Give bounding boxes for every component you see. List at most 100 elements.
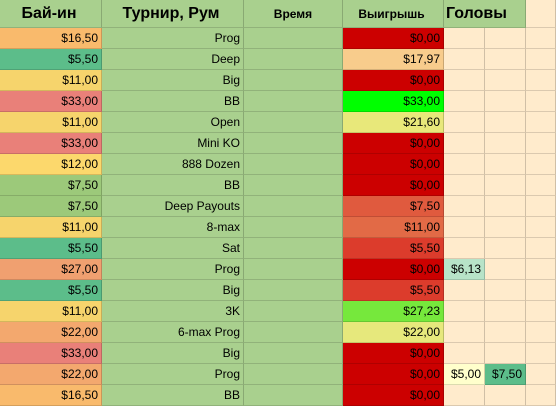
time-cell[interactable] bbox=[244, 154, 343, 175]
heads-cell-3[interactable] bbox=[526, 385, 556, 406]
heads-cell-2[interactable] bbox=[485, 70, 526, 91]
tournament-cell[interactable]: Big bbox=[102, 70, 244, 91]
time-cell[interactable] bbox=[244, 133, 343, 154]
heads-cell-2[interactable] bbox=[485, 280, 526, 301]
heads-cell-2[interactable]: $7,50 bbox=[485, 364, 526, 385]
tournament-cell[interactable]: BB bbox=[102, 175, 244, 196]
time-cell[interactable] bbox=[244, 112, 343, 133]
tournament-cell[interactable]: 888 Dozen bbox=[102, 154, 244, 175]
winnings-cell[interactable]: $0,00 bbox=[343, 175, 444, 196]
winnings-cell[interactable]: $0,00 bbox=[343, 364, 444, 385]
heads-cell-1[interactable] bbox=[444, 280, 485, 301]
time-cell[interactable] bbox=[244, 49, 343, 70]
heads-cell-2[interactable] bbox=[485, 154, 526, 175]
heads-cell-1[interactable] bbox=[444, 112, 485, 133]
header-winnings[interactable]: Выигрышь bbox=[343, 0, 444, 28]
time-cell[interactable] bbox=[244, 217, 343, 238]
heads-cell-1[interactable] bbox=[444, 49, 485, 70]
heads-cell-3[interactable] bbox=[526, 217, 556, 238]
time-cell[interactable] bbox=[244, 322, 343, 343]
tournament-cell[interactable]: Prog bbox=[102, 259, 244, 280]
heads-cell-3[interactable] bbox=[526, 280, 556, 301]
header-time[interactable]: Время bbox=[244, 0, 343, 28]
winnings-cell[interactable]: $11,00 bbox=[343, 217, 444, 238]
buyin-cell[interactable]: $16,50 bbox=[0, 28, 102, 49]
heads-cell-3[interactable] bbox=[526, 196, 556, 217]
time-cell[interactable] bbox=[244, 28, 343, 49]
heads-cell-2[interactable] bbox=[485, 385, 526, 406]
winnings-cell[interactable]: $0,00 bbox=[343, 259, 444, 280]
heads-cell-1[interactable] bbox=[444, 238, 485, 259]
buyin-cell[interactable]: $5,50 bbox=[0, 49, 102, 70]
heads-cell-2[interactable] bbox=[485, 217, 526, 238]
winnings-cell[interactable]: $17,97 bbox=[343, 49, 444, 70]
heads-cell-1[interactable] bbox=[444, 133, 485, 154]
heads-cell-2[interactable] bbox=[485, 259, 526, 280]
heads-cell-1[interactable]: $6,13 bbox=[444, 259, 485, 280]
tournament-cell[interactable]: Big bbox=[102, 343, 244, 364]
heads-cell-3[interactable] bbox=[526, 364, 556, 385]
buyin-cell[interactable]: $11,00 bbox=[0, 70, 102, 91]
tournament-cell[interactable]: Deep bbox=[102, 49, 244, 70]
winnings-cell[interactable]: $0,00 bbox=[343, 70, 444, 91]
time-cell[interactable] bbox=[244, 91, 343, 112]
heads-cell-1[interactable] bbox=[444, 70, 485, 91]
buyin-cell[interactable]: $33,00 bbox=[0, 133, 102, 154]
heads-cell-2[interactable] bbox=[485, 133, 526, 154]
heads-cell-3[interactable] bbox=[526, 301, 556, 322]
time-cell[interactable] bbox=[244, 364, 343, 385]
heads-cell-2[interactable] bbox=[485, 343, 526, 364]
heads-cell-1[interactable] bbox=[444, 91, 485, 112]
winnings-cell[interactable]: $0,00 bbox=[343, 343, 444, 364]
heads-cell-3[interactable] bbox=[526, 28, 556, 49]
tournament-cell[interactable]: Mini KO bbox=[102, 133, 244, 154]
header-tournament[interactable]: Турнир, Рум bbox=[102, 0, 244, 28]
winnings-cell[interactable]: $22,00 bbox=[343, 322, 444, 343]
tournament-cell[interactable]: 8-max bbox=[102, 217, 244, 238]
heads-cell-3[interactable] bbox=[526, 238, 556, 259]
heads-cell-3[interactable] bbox=[526, 112, 556, 133]
heads-cell-2[interactable] bbox=[485, 28, 526, 49]
winnings-cell[interactable]: $0,00 bbox=[343, 28, 444, 49]
heads-cell-1[interactable] bbox=[444, 385, 485, 406]
buyin-cell[interactable]: $5,50 bbox=[0, 280, 102, 301]
heads-cell-2[interactable] bbox=[485, 238, 526, 259]
time-cell[interactable] bbox=[244, 238, 343, 259]
header-buyin[interactable]: Бай-ин bbox=[0, 0, 102, 28]
heads-cell-3[interactable] bbox=[526, 91, 556, 112]
header-heads[interactable]: Головы bbox=[444, 0, 526, 28]
time-cell[interactable] bbox=[244, 385, 343, 406]
buyin-cell[interactable]: $7,50 bbox=[0, 196, 102, 217]
tournament-cell[interactable]: BB bbox=[102, 91, 244, 112]
time-cell[interactable] bbox=[244, 175, 343, 196]
heads-cell-2[interactable] bbox=[485, 91, 526, 112]
time-cell[interactable] bbox=[244, 259, 343, 280]
heads-cell-3[interactable] bbox=[526, 133, 556, 154]
heads-cell-3[interactable] bbox=[526, 70, 556, 91]
tournament-cell[interactable]: Prog bbox=[102, 364, 244, 385]
time-cell[interactable] bbox=[244, 343, 343, 364]
heads-cell-2[interactable] bbox=[485, 49, 526, 70]
heads-cell-1[interactable]: $5,00 bbox=[444, 364, 485, 385]
tournament-cell[interactable]: Sat bbox=[102, 238, 244, 259]
tournament-cell[interactable]: BB bbox=[102, 385, 244, 406]
heads-cell-1[interactable] bbox=[444, 175, 485, 196]
heads-cell-3[interactable] bbox=[526, 154, 556, 175]
heads-cell-2[interactable] bbox=[485, 196, 526, 217]
winnings-cell[interactable]: $27,23 bbox=[343, 301, 444, 322]
heads-cell-2[interactable] bbox=[485, 112, 526, 133]
buyin-cell[interactable]: $33,00 bbox=[0, 91, 102, 112]
time-cell[interactable] bbox=[244, 301, 343, 322]
buyin-cell[interactable]: $27,00 bbox=[0, 259, 102, 280]
time-cell[interactable] bbox=[244, 196, 343, 217]
heads-cell-1[interactable] bbox=[444, 196, 485, 217]
winnings-cell[interactable]: $33,00 bbox=[343, 91, 444, 112]
buyin-cell[interactable]: $33,00 bbox=[0, 343, 102, 364]
buyin-cell[interactable]: $5,50 bbox=[0, 238, 102, 259]
time-cell[interactable] bbox=[244, 280, 343, 301]
heads-cell-1[interactable] bbox=[444, 217, 485, 238]
buyin-cell[interactable]: $22,00 bbox=[0, 364, 102, 385]
time-cell[interactable] bbox=[244, 70, 343, 91]
tournament-cell[interactable]: 3K bbox=[102, 301, 244, 322]
tournament-cell[interactable]: Deep Payouts bbox=[102, 196, 244, 217]
